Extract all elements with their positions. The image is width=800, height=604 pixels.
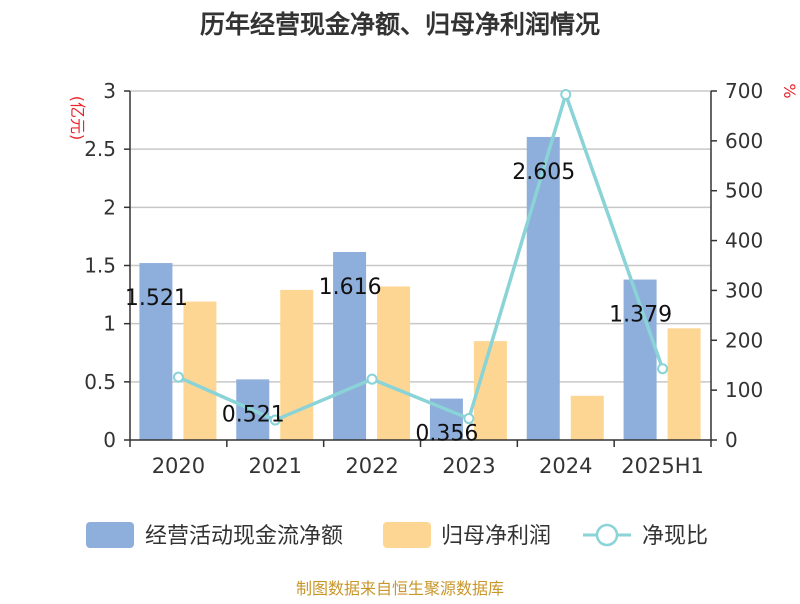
y-left-tick-label: 0.5	[84, 370, 116, 394]
ratio-point	[366, 373, 378, 385]
data-label: 2.605	[512, 160, 575, 185]
x-tick-label: 2022	[345, 454, 398, 478]
legend-label-cash-flow: 经营活动现金流净额	[145, 524, 343, 549]
legend-swatch-ratio-marker	[595, 523, 619, 547]
bar-net-profit	[667, 328, 701, 440]
data-labels: 1.521 0.521 1.616 0.356 2.605 1.379	[125, 160, 672, 447]
bar-net-profit	[183, 301, 217, 440]
bar-cash-flow	[139, 263, 173, 440]
bar-cash-flow	[333, 252, 367, 440]
x-tick-label: 2024	[539, 454, 592, 478]
x-tick-label: 2021	[249, 454, 302, 478]
data-label: 1.521	[125, 286, 188, 311]
y-left-tick-label: 3	[103, 79, 116, 103]
y-right-axis-label: %	[780, 83, 799, 98]
ratio-point	[560, 88, 572, 100]
ratio-point	[463, 413, 475, 425]
y-right-tick-label: 100	[725, 378, 763, 402]
legend-swatch-net-profit	[383, 522, 431, 548]
y-left-tick-label: 2.5	[84, 137, 116, 161]
legend-label-net-profit: 归母净利润	[441, 524, 551, 549]
data-label: 0.521	[222, 402, 285, 427]
legend-swatch-cash-flow	[86, 522, 134, 548]
data-label: 1.616	[319, 275, 382, 300]
bar-net-profit	[570, 395, 604, 440]
source-note: 制图数据来自恒生聚源数据库	[296, 579, 504, 598]
legend-label-ratio: 净现比	[642, 524, 708, 549]
x-tick-label: 2023	[442, 454, 495, 478]
data-label: 1.379	[609, 303, 672, 328]
ratio-point	[657, 363, 669, 375]
y-left-tick-label: 1.5	[84, 254, 116, 278]
y-right-tick-label: 500	[725, 179, 763, 203]
x-tick-label: 2020	[152, 454, 205, 478]
y-left-tick-label: 2	[103, 195, 116, 219]
y-right-tick-label: 700	[725, 79, 763, 103]
ratio-point	[269, 414, 281, 426]
ratio-line-path	[177, 92, 665, 422]
bar-net-profit	[473, 341, 507, 440]
legend: 经营活动现金流净额 归母净利润 净现比	[86, 522, 708, 549]
grid-lines	[130, 90, 711, 383]
ratio-point	[172, 371, 184, 383]
y-right-tick-label: 600	[725, 129, 763, 153]
ratio-line	[172, 88, 669, 426]
y-left-tick-label: 1	[103, 312, 116, 336]
chart-title: 历年经营现金净额、归母净利润情况	[200, 10, 600, 39]
bar-net-profit	[377, 286, 411, 440]
axes: 0 0.5 1 1.5 2 2.5 3 0 100 200 300 400 500 600 700 2020 2…	[84, 79, 763, 478]
y-right-tick-label: 200	[725, 328, 763, 352]
y-left-tick-label: 0	[103, 428, 116, 452]
y-right-tick-label: 400	[725, 229, 763, 253]
x-tick-label: 2025H1	[621, 454, 704, 478]
y-right-tick-label: 0	[725, 428, 738, 452]
y-left-axis-label: (亿元)	[68, 96, 87, 141]
bars	[139, 136, 701, 440]
bar-cash-flow	[526, 136, 560, 440]
y-right-tick-label: 300	[725, 278, 763, 302]
data-label: 0.356	[415, 422, 478, 447]
